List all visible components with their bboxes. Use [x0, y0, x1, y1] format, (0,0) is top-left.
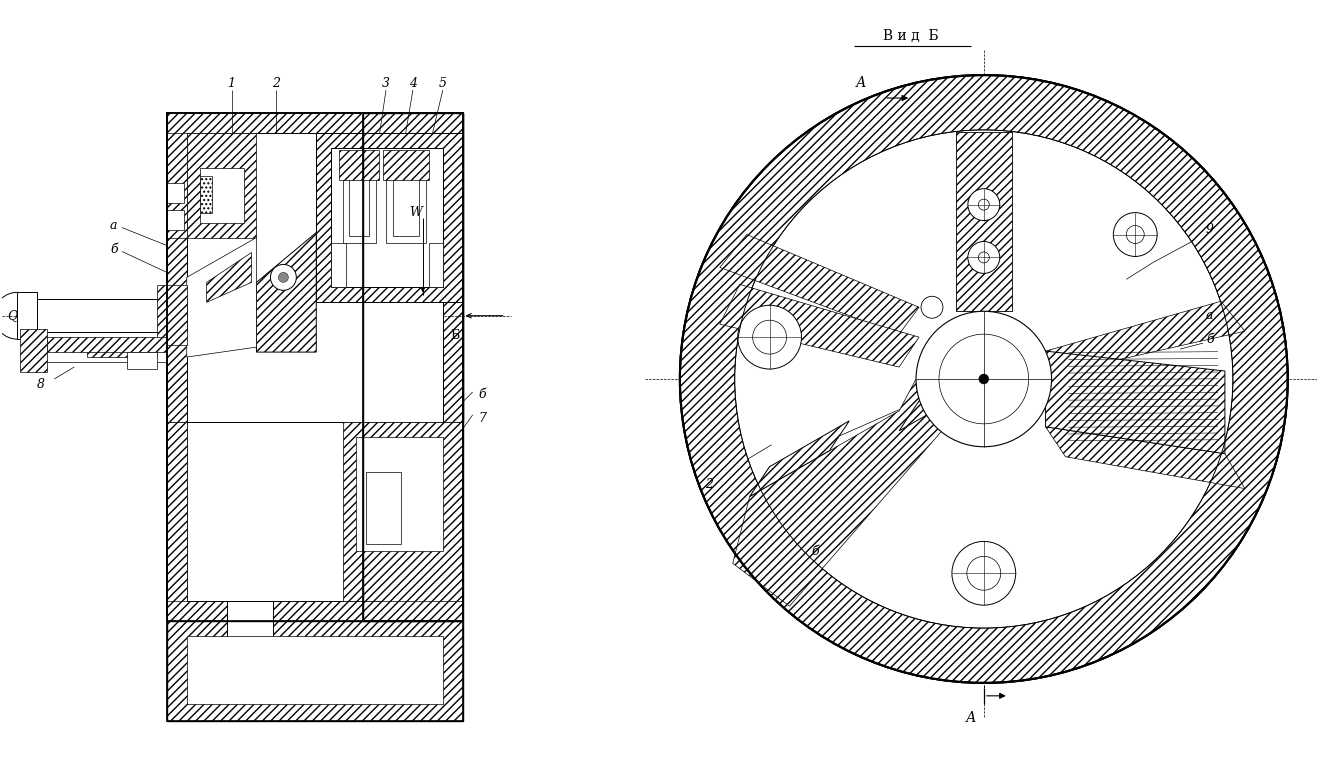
Text: А: А — [856, 76, 867, 90]
Circle shape — [679, 75, 1287, 683]
Polygon shape — [20, 329, 47, 372]
Polygon shape — [331, 148, 443, 288]
Circle shape — [939, 334, 1029, 424]
Text: В и д  Б: В и д Б — [884, 30, 939, 43]
Circle shape — [979, 374, 989, 384]
Text: Б: Б — [451, 329, 460, 341]
Polygon shape — [956, 132, 1012, 311]
Polygon shape — [187, 238, 256, 357]
Polygon shape — [256, 232, 317, 352]
Text: б: б — [109, 243, 117, 256]
Polygon shape — [227, 601, 273, 691]
Circle shape — [1113, 213, 1157, 257]
Text: б: б — [811, 545, 819, 558]
Polygon shape — [317, 133, 443, 302]
Circle shape — [917, 311, 1051, 447]
Polygon shape — [1046, 301, 1245, 371]
Polygon shape — [1046, 427, 1245, 488]
Text: W: W — [409, 206, 422, 219]
Polygon shape — [900, 361, 989, 431]
Text: 2: 2 — [273, 76, 281, 89]
Polygon shape — [383, 150, 429, 179]
Polygon shape — [339, 150, 379, 179]
Polygon shape — [317, 133, 463, 302]
Bar — [166, 113, 463, 621]
Text: А: А — [966, 711, 976, 724]
Polygon shape — [166, 113, 463, 422]
Circle shape — [270, 264, 297, 291]
Polygon shape — [187, 302, 443, 422]
Polygon shape — [356, 437, 443, 551]
Polygon shape — [47, 337, 166, 352]
Polygon shape — [17, 292, 37, 339]
Text: 8: 8 — [37, 378, 45, 391]
Polygon shape — [367, 472, 401, 544]
Circle shape — [979, 199, 989, 210]
Polygon shape — [32, 299, 187, 332]
Polygon shape — [199, 168, 244, 223]
Polygon shape — [720, 235, 919, 334]
Polygon shape — [187, 422, 381, 601]
Polygon shape — [166, 422, 463, 621]
Polygon shape — [720, 285, 919, 367]
Text: 1: 1 — [228, 76, 236, 89]
Text: 4: 4 — [409, 76, 417, 89]
Polygon shape — [343, 153, 376, 242]
Polygon shape — [187, 133, 256, 238]
Text: б: б — [479, 388, 487, 401]
Polygon shape — [187, 636, 443, 704]
Text: Q: Q — [8, 309, 17, 322]
Text: 9: 9 — [1206, 223, 1213, 236]
Polygon shape — [166, 422, 187, 601]
Bar — [363, 113, 463, 621]
Polygon shape — [1046, 351, 1225, 453]
Polygon shape — [733, 379, 942, 606]
Bar — [166, 621, 463, 721]
Polygon shape — [166, 113, 463, 422]
Polygon shape — [749, 421, 849, 497]
Bar — [363, 113, 463, 621]
Circle shape — [968, 188, 1000, 220]
Polygon shape — [87, 339, 157, 357]
Circle shape — [979, 252, 989, 263]
Polygon shape — [127, 352, 157, 369]
Polygon shape — [393, 157, 419, 235]
Polygon shape — [166, 210, 183, 229]
Circle shape — [753, 320, 786, 354]
Polygon shape — [199, 176, 211, 213]
Polygon shape — [350, 157, 369, 235]
Polygon shape — [331, 242, 346, 288]
Text: а: а — [1206, 309, 1213, 322]
Polygon shape — [166, 182, 183, 203]
Polygon shape — [166, 621, 463, 721]
Text: 2: 2 — [704, 478, 712, 491]
Polygon shape — [749, 401, 919, 497]
Polygon shape — [386, 153, 426, 242]
Circle shape — [1126, 226, 1144, 244]
Circle shape — [278, 273, 289, 282]
Circle shape — [737, 305, 802, 369]
Polygon shape — [343, 422, 463, 601]
Text: 7: 7 — [479, 413, 487, 425]
Circle shape — [952, 541, 1016, 605]
Polygon shape — [157, 285, 187, 345]
Polygon shape — [32, 329, 166, 362]
Circle shape — [921, 296, 943, 318]
Circle shape — [968, 241, 1000, 273]
Wedge shape — [679, 75, 1287, 683]
Text: б: б — [1206, 332, 1213, 346]
Circle shape — [967, 556, 1001, 590]
Polygon shape — [166, 133, 187, 238]
Text: 3: 3 — [383, 76, 390, 89]
Text: а: а — [109, 219, 117, 232]
Polygon shape — [956, 132, 1012, 311]
Text: 5: 5 — [439, 76, 447, 89]
Polygon shape — [207, 253, 252, 302]
Polygon shape — [429, 242, 443, 288]
Bar — [166, 113, 463, 721]
Polygon shape — [187, 133, 317, 352]
